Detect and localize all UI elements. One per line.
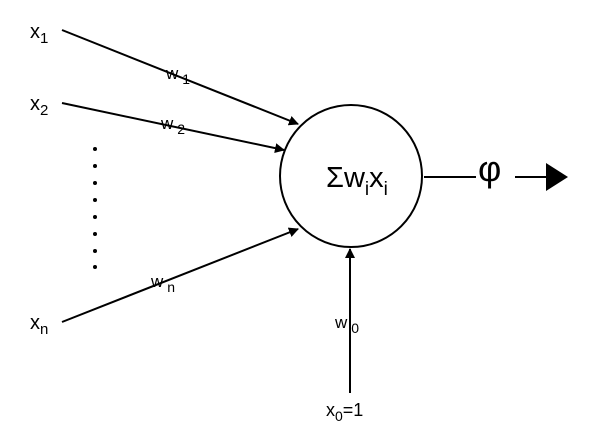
input-x1-label: x1 <box>30 21 48 47</box>
ellipsis-dot <box>93 198 97 202</box>
edge-xn-to-neuron <box>61 227 299 323</box>
ellipsis-dot <box>93 265 97 269</box>
ellipsis-dot <box>93 164 97 168</box>
edge-x2-to-neuron <box>61 102 285 154</box>
neuron-sum-label: Σwixi <box>326 162 388 200</box>
input-xn-label: xn <box>30 312 48 338</box>
ellipsis-dot <box>93 249 97 253</box>
bias-input-label: x0=1 <box>326 400 363 424</box>
output-arrowhead <box>546 163 568 191</box>
activation-phi-label: φ <box>478 148 501 189</box>
input-x2-label: x2 <box>30 93 48 119</box>
ellipsis-dot <box>93 181 97 185</box>
ellipsis-dot <box>93 215 97 219</box>
ellipsis-dots <box>93 147 97 269</box>
ellipsis-dot <box>93 147 97 151</box>
ellipsis-dot <box>93 232 97 236</box>
edge-x1-to-neuron <box>61 29 299 126</box>
neuron-node <box>279 104 423 248</box>
